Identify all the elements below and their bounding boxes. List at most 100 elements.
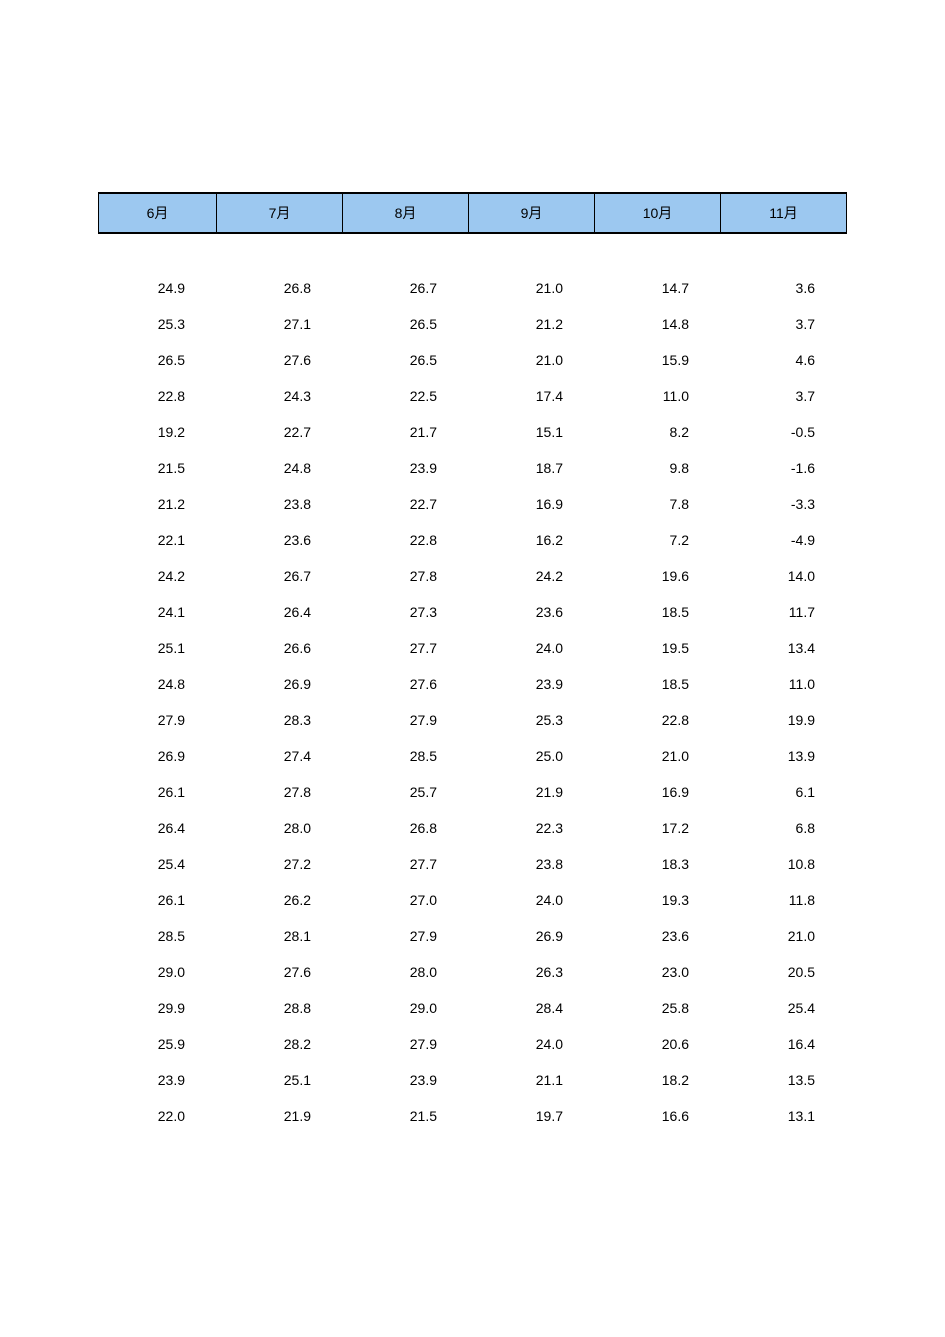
table-cell: 28.1 — [217, 928, 343, 944]
table-cell: 22.8 — [343, 532, 469, 548]
table-cell: 7.8 — [595, 496, 721, 512]
table-cell: 21.0 — [469, 280, 595, 296]
table-cell: 6.8 — [721, 820, 847, 836]
column-header: 11月 — [721, 194, 847, 232]
table-cell: 13.1 — [721, 1108, 847, 1124]
table-cell: 11.0 — [721, 676, 847, 692]
table-cell: 19.5 — [595, 640, 721, 656]
table-cell: 26.3 — [469, 964, 595, 980]
table-cell: 24.2 — [469, 568, 595, 584]
table-cell: 23.9 — [343, 1072, 469, 1088]
table-row: 26.127.825.721.916.96.1 — [98, 774, 847, 810]
table-cell: 22.3 — [469, 820, 595, 836]
table-cell: 21.0 — [721, 928, 847, 944]
table-body: 24.926.826.721.014.73.625.327.126.521.21… — [98, 270, 847, 1134]
table-cell: 27.8 — [217, 784, 343, 800]
table-cell: 3.7 — [721, 388, 847, 404]
table-cell: 26.5 — [343, 316, 469, 332]
table-row: 26.927.428.525.021.013.9 — [98, 738, 847, 774]
table-row: 25.327.126.521.214.83.7 — [98, 306, 847, 342]
data-table: 6月 7月 8月 9月 10月 11月 24.926.826.721.014.7… — [98, 192, 847, 1134]
table-cell: 28.4 — [469, 1000, 595, 1016]
table-cell: 16.2 — [469, 532, 595, 548]
table-cell: 25.4 — [721, 1000, 847, 1016]
table-cell: 27.6 — [217, 352, 343, 368]
table-cell: 23.0 — [595, 964, 721, 980]
table-row: 26.428.026.822.317.26.8 — [98, 810, 847, 846]
table-row: 19.222.721.715.18.2-0.5 — [98, 414, 847, 450]
table-cell: 27.3 — [343, 604, 469, 620]
table-cell: 19.6 — [595, 568, 721, 584]
table-cell: 26.1 — [98, 784, 217, 800]
table-cell: 16.9 — [595, 784, 721, 800]
column-header: 9月 — [469, 194, 595, 232]
table-cell: 29.9 — [98, 1000, 217, 1016]
table-cell: 15.1 — [469, 424, 595, 440]
table-cell: 19.2 — [98, 424, 217, 440]
table-cell: 22.7 — [217, 424, 343, 440]
table-cell: 21.7 — [343, 424, 469, 440]
table-cell: 25.8 — [595, 1000, 721, 1016]
table-cell: 24.9 — [98, 280, 217, 296]
table-cell: 22.5 — [343, 388, 469, 404]
table-cell: 26.7 — [343, 280, 469, 296]
table-cell: 21.1 — [469, 1072, 595, 1088]
table-cell: 16.6 — [595, 1108, 721, 1124]
table-cell: 28.5 — [98, 928, 217, 944]
table-cell: 22.1 — [98, 532, 217, 548]
table-cell: 28.8 — [217, 1000, 343, 1016]
table-cell: 16.9 — [469, 496, 595, 512]
table-cell: 27.4 — [217, 748, 343, 764]
table-row: 28.528.127.926.923.621.0 — [98, 918, 847, 954]
table-cell: 27.2 — [217, 856, 343, 872]
table-cell: 23.9 — [469, 676, 595, 692]
table-cell: 23.6 — [595, 928, 721, 944]
table-cell: 25.7 — [343, 784, 469, 800]
table-cell: 4.6 — [721, 352, 847, 368]
table-cell: 26.9 — [217, 676, 343, 692]
table-cell: 24.0 — [469, 640, 595, 656]
table-cell: 21.9 — [217, 1108, 343, 1124]
table-cell: 18.5 — [595, 604, 721, 620]
table-row: 24.826.927.623.918.511.0 — [98, 666, 847, 702]
table-cell: 11.8 — [721, 892, 847, 908]
table-cell: 14.7 — [595, 280, 721, 296]
table-cell: 27.6 — [217, 964, 343, 980]
table-row: 23.925.123.921.118.213.5 — [98, 1062, 847, 1098]
table-cell: 25.3 — [98, 316, 217, 332]
table-cell: 26.2 — [217, 892, 343, 908]
table-cell: 26.4 — [98, 820, 217, 836]
table-cell: 21.5 — [98, 460, 217, 476]
table-row: 22.021.921.519.716.613.1 — [98, 1098, 847, 1134]
table-header-row: 6月 7月 8月 9月 10月 11月 — [98, 192, 847, 234]
table-row: 27.928.327.925.322.819.9 — [98, 702, 847, 738]
table-cell: 14.0 — [721, 568, 847, 584]
table-cell: 26.7 — [217, 568, 343, 584]
table-row: 25.928.227.924.020.616.4 — [98, 1026, 847, 1062]
table-cell: 18.7 — [469, 460, 595, 476]
table-row: 25.126.627.724.019.513.4 — [98, 630, 847, 666]
table-cell: -0.5 — [721, 424, 847, 440]
table-cell: 25.4 — [98, 856, 217, 872]
table-cell: 27.9 — [98, 712, 217, 728]
table-cell: 18.2 — [595, 1072, 721, 1088]
table-cell: 24.1 — [98, 604, 217, 620]
table-cell: 22.7 — [343, 496, 469, 512]
table-row: 24.926.826.721.014.73.6 — [98, 270, 847, 306]
table-cell: 21.2 — [469, 316, 595, 332]
table-cell: 18.3 — [595, 856, 721, 872]
table-cell: 26.8 — [217, 280, 343, 296]
table-row: 22.824.322.517.411.03.7 — [98, 378, 847, 414]
table-cell: 23.6 — [469, 604, 595, 620]
table-cell: 10.8 — [721, 856, 847, 872]
table-cell: 25.1 — [98, 640, 217, 656]
table-cell: 24.0 — [469, 892, 595, 908]
table-cell: 23.8 — [217, 496, 343, 512]
table-cell: 22.0 — [98, 1108, 217, 1124]
table-cell: 13.9 — [721, 748, 847, 764]
table-cell: 25.1 — [217, 1072, 343, 1088]
table-cell: 27.9 — [343, 712, 469, 728]
table-row: 26.126.227.024.019.311.8 — [98, 882, 847, 918]
table-row: 29.928.829.028.425.825.4 — [98, 990, 847, 1026]
table-cell: 15.9 — [595, 352, 721, 368]
